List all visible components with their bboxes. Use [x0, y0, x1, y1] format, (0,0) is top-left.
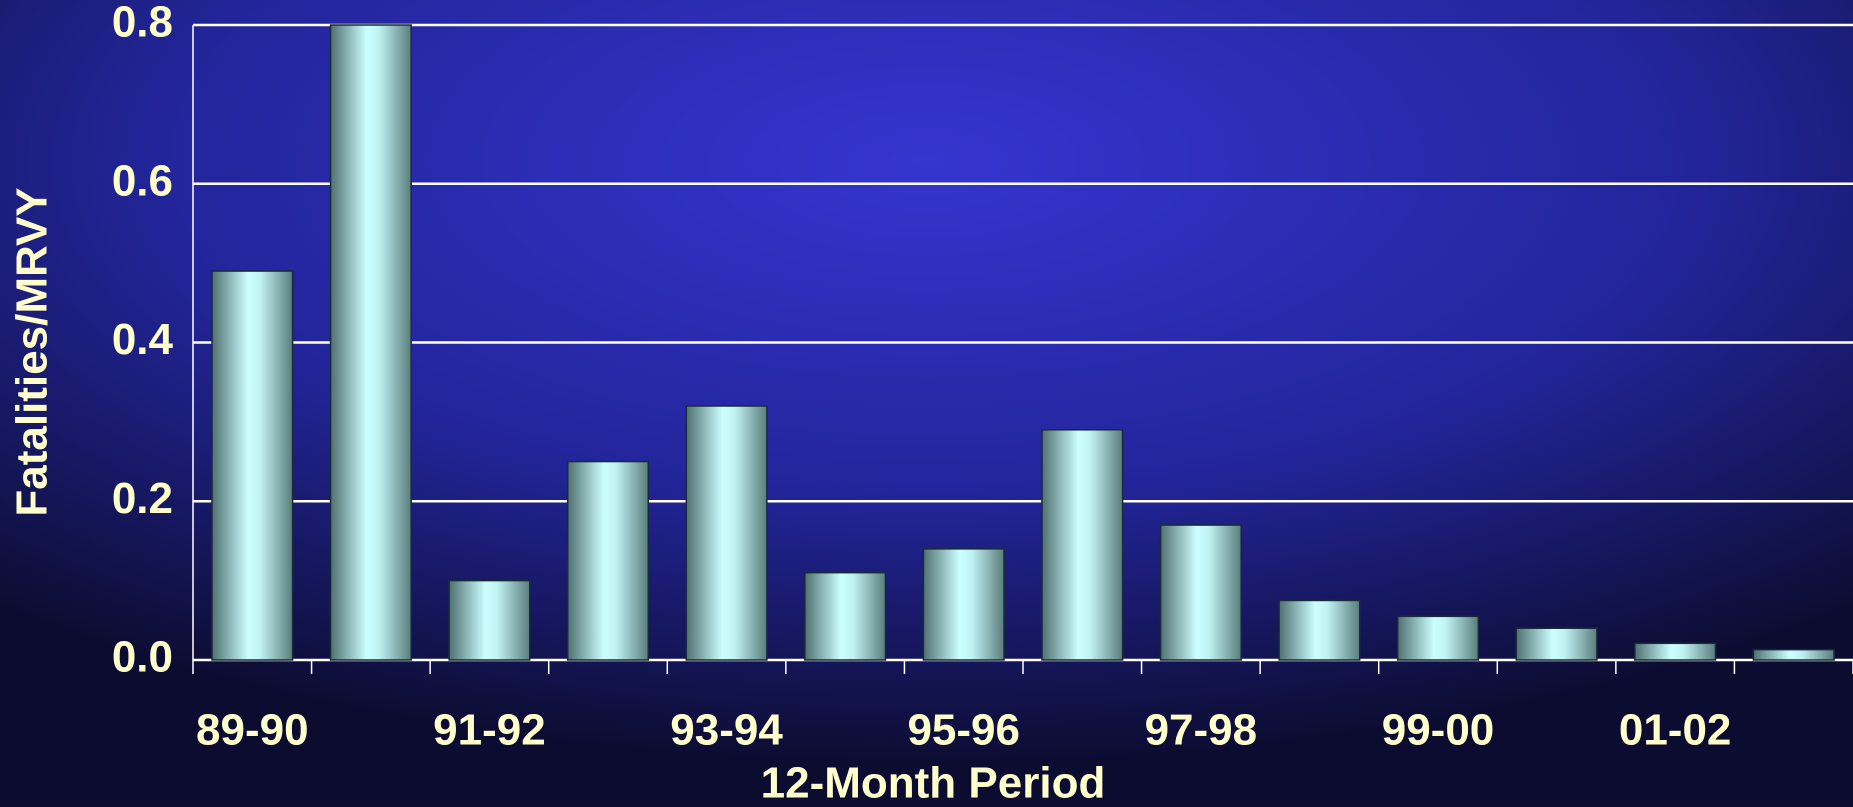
- y-tick-label: 0.4: [112, 315, 174, 364]
- y-tick-label: 0.8: [112, 0, 173, 47]
- y-axis-title: Fatalities/MRVY: [8, 187, 57, 516]
- bar: [1634, 642, 1717, 661]
- bar: [566, 460, 650, 661]
- x-tick-label: 95-96: [907, 706, 1020, 755]
- bar: [1752, 648, 1835, 661]
- x-tick-label: 97-98: [1145, 706, 1258, 755]
- x-tick-label: 99-00: [1382, 706, 1495, 755]
- bar: [211, 270, 294, 661]
- bar: [1278, 599, 1361, 661]
- bar: [1515, 627, 1598, 661]
- x-tick-label: 93-94: [670, 706, 783, 755]
- x-tick-label: 91-92: [433, 706, 546, 755]
- bar: [685, 405, 768, 661]
- bar: [922, 548, 1005, 661]
- y-tick-label: 0.2: [112, 474, 173, 523]
- bar: [1041, 429, 1124, 661]
- bar: [329, 24, 412, 661]
- x-tick-label: 01-02: [1619, 706, 1732, 755]
- bar: [448, 579, 531, 661]
- x-tick-label: 89-90: [196, 706, 309, 755]
- bar: [1396, 615, 1480, 661]
- bar: [1159, 524, 1242, 661]
- x-axis-title: 12-Month Period: [761, 759, 1106, 807]
- y-tick-label: 0.6: [112, 156, 173, 205]
- y-tick-label: 0.0: [112, 633, 173, 682]
- bar: [804, 571, 887, 661]
